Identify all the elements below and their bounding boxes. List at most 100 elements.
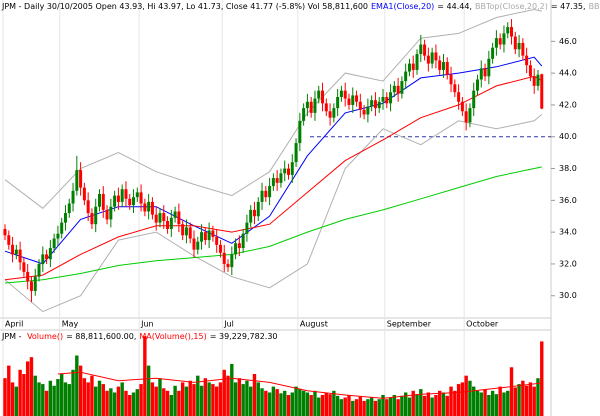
candle-body — [101, 193, 105, 210]
volume-bar — [22, 374, 26, 416]
candle-body — [392, 85, 396, 93]
candle-body — [82, 187, 86, 201]
volume-bar — [305, 392, 310, 416]
candle-body — [464, 111, 468, 123]
candle-body — [290, 162, 294, 175]
volume-bar — [180, 382, 185, 416]
candle-body — [434, 52, 438, 61]
candle-body — [506, 27, 510, 34]
volume-bar — [222, 369, 226, 416]
volume-bar — [419, 389, 423, 416]
volume-bar — [426, 392, 431, 416]
volume-bar — [320, 395, 325, 416]
candle-body — [441, 62, 445, 70]
volume-bar — [445, 395, 449, 416]
candle-body — [404, 71, 408, 82]
candle-body — [211, 230, 215, 237]
legend-item: = 39,229,782.30 — [210, 332, 278, 341]
candle-body — [252, 209, 256, 217]
candle-body — [215, 236, 219, 245]
indicator-line — [4, 166, 542, 284]
candle-body — [113, 195, 117, 207]
candle-body — [321, 90, 325, 104]
candle-body — [98, 193, 101, 207]
volume-bar — [369, 397, 374, 416]
candle-body — [400, 81, 404, 94]
candle-body — [283, 168, 287, 174]
volume-bar — [438, 390, 442, 416]
volume-bar — [502, 392, 506, 416]
legend-item: = 47.35, — [551, 2, 586, 11]
candle-body — [332, 108, 336, 118]
volume-bar — [540, 341, 544, 416]
volume-bar — [449, 386, 453, 416]
candle-body — [67, 203, 71, 214]
volume-bar — [275, 389, 279, 416]
candle-body — [324, 103, 328, 112]
volume-bar — [301, 390, 306, 416]
candle-body — [268, 186, 272, 198]
volume-bar — [396, 399, 400, 416]
candle-body — [528, 65, 532, 77]
legend-item: BBTop(Close,20,2) — [475, 2, 548, 11]
y-tick-label: 46.0 — [559, 37, 577, 46]
candle-body — [510, 27, 514, 37]
candle-body — [94, 206, 98, 225]
candle-body — [200, 232, 204, 242]
candle-body — [385, 96, 389, 104]
volume-bar — [453, 390, 457, 416]
candle-body — [396, 85, 400, 94]
volume-bar — [150, 382, 155, 416]
volume-bar — [63, 382, 68, 416]
x-tick-label: September — [387, 320, 432, 329]
candle-body — [457, 92, 461, 102]
candle-body — [105, 209, 109, 220]
volume-bar — [7, 365, 11, 416]
volume-bar — [256, 382, 260, 416]
candle-body — [256, 201, 260, 217]
volume-bar — [188, 380, 192, 416]
candle-body — [336, 96, 340, 109]
volume-bar — [124, 390, 128, 416]
candle-body — [438, 60, 442, 70]
legend-item: = 44.44, — [437, 2, 472, 11]
volume-bar — [373, 400, 378, 416]
candle-body — [362, 109, 366, 115]
volume-bar — [283, 390, 287, 416]
indicator-line — [4, 114, 543, 313]
volume-bar — [456, 384, 461, 416]
y-tick-label: 44.0 — [559, 69, 577, 78]
volume-bar — [173, 385, 177, 416]
volume-bar — [351, 400, 355, 416]
volume-bar — [44, 390, 49, 416]
volume-bar — [211, 384, 215, 416]
y-tick-label: 34.0 — [559, 228, 577, 237]
candle-body — [373, 100, 377, 109]
volume-bar — [472, 386, 476, 416]
volume-bar — [441, 392, 446, 416]
candle-body — [22, 262, 26, 272]
volume-bar — [260, 388, 264, 416]
candle-body — [11, 244, 15, 255]
candle-body — [411, 63, 415, 70]
candle-body — [377, 101, 381, 109]
candle-body — [71, 190, 75, 204]
candle-body — [41, 254, 45, 264]
volume-bar — [313, 390, 317, 416]
candle-body — [317, 90, 321, 99]
candle-body — [90, 213, 94, 225]
volume-bar — [233, 382, 238, 416]
volume-bar — [324, 392, 328, 416]
candle-body — [14, 249, 18, 255]
candle-body — [468, 108, 472, 123]
volume-bar — [82, 378, 87, 416]
volume-bar — [532, 386, 536, 416]
volume-bar — [29, 357, 34, 416]
legend-item: BBBot(Close,20,2) — [589, 2, 600, 11]
legend: JPM - Volume() = 88,811,600.00, MA(Volume(… — [1, 332, 278, 341]
candle-body — [271, 178, 275, 187]
volume-bar — [490, 390, 495, 416]
candle-body — [196, 241, 200, 250]
candle-body — [339, 90, 343, 97]
